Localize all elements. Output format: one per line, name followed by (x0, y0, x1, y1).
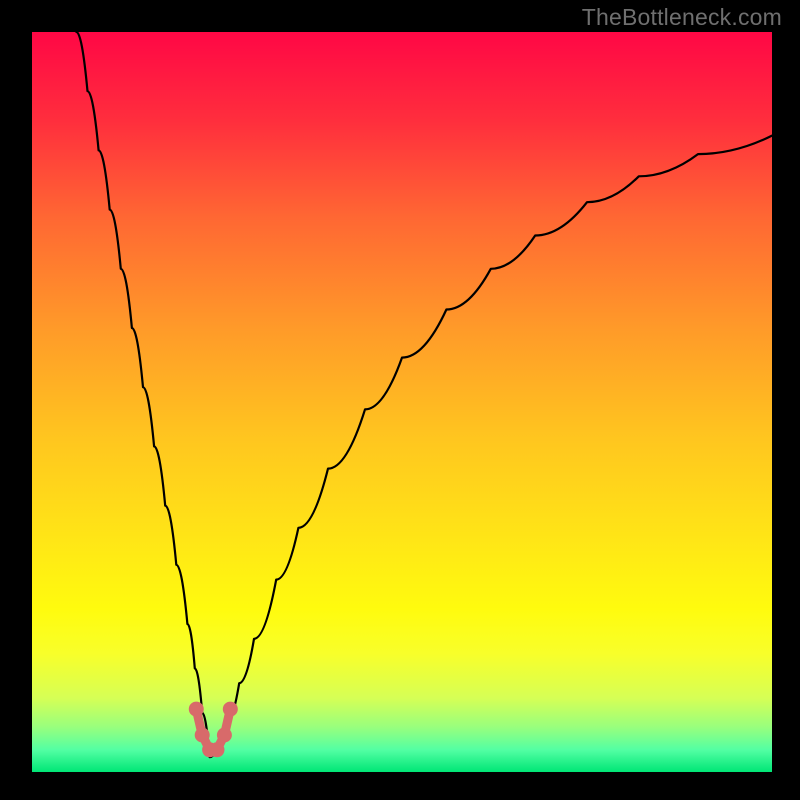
highlight-group (189, 702, 237, 757)
chart-stage: TheBottleneck.com (0, 0, 800, 800)
highlight-dot (210, 743, 224, 757)
highlight-dot (223, 702, 237, 716)
curve-path (76, 32, 772, 757)
highlight-dot (189, 702, 203, 716)
plot-area (32, 32, 772, 772)
bottleneck-curve (32, 32, 772, 772)
highlight-dot (195, 728, 209, 742)
watermark-label: TheBottleneck.com (582, 4, 782, 31)
highlight-dot (217, 728, 231, 742)
